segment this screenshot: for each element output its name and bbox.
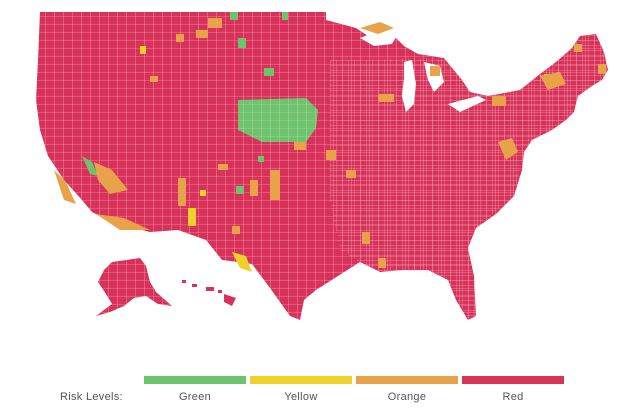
- alaska-grid: [96, 258, 172, 316]
- orange-patch: [176, 34, 184, 42]
- hawaii-islands: [182, 280, 236, 306]
- yellow-patch: [140, 46, 146, 54]
- orange-patch: [94, 162, 128, 194]
- legend-swatch-orange: [356, 376, 458, 384]
- green-patch: [264, 68, 274, 76]
- legend-item-yellow: Yellow: [250, 376, 352, 410]
- risk-legend: Risk Levels: Green Yellow Orange Red: [0, 370, 634, 410]
- legend-swatch-yellow: [250, 376, 352, 384]
- green-patch: [236, 186, 244, 194]
- orange-patch: [574, 44, 582, 52]
- orange-patch: [362, 232, 370, 244]
- orange-patch: [492, 96, 506, 106]
- orange-patch: [498, 138, 518, 160]
- orange-patch: [96, 214, 150, 230]
- yellow-patch: [188, 208, 196, 226]
- legend-label-red: Red: [502, 391, 524, 403]
- orange-patch: [378, 94, 394, 102]
- orange-patch: [540, 72, 566, 90]
- orange-patch: [150, 76, 158, 82]
- lake-superior: [360, 30, 398, 46]
- legend-item-green: Green: [144, 376, 246, 410]
- map-svg: [36, 12, 608, 320]
- legend-swatch-red: [462, 376, 564, 384]
- orange-patch: [250, 180, 258, 196]
- orange-patch: [232, 226, 240, 234]
- legend-label-orange: Orange: [387, 391, 427, 403]
- lake-michigan: [402, 60, 416, 112]
- orange-patch: [346, 170, 356, 178]
- green-patch: [258, 156, 264, 162]
- lake-erie: [448, 96, 486, 112]
- us-county-risk-map: [36, 12, 608, 320]
- orange-patch: [178, 178, 186, 206]
- legend-item-orange: Orange: [356, 376, 458, 410]
- green-patch: [282, 12, 288, 20]
- yellow-patch: [232, 252, 252, 272]
- orange-patch: [598, 64, 606, 74]
- yellow-patch: [200, 190, 206, 196]
- orange-patch: [430, 66, 440, 76]
- orange-patch: [360, 22, 394, 34]
- legend-item-red: Red: [462, 376, 564, 410]
- orange-patch: [54, 170, 76, 204]
- orange-patch: [294, 142, 306, 150]
- legend-label-yellow: Yellow: [284, 391, 318, 403]
- orange-patch: [270, 170, 280, 200]
- orange-patch: [196, 30, 208, 38]
- orange-patch: [208, 18, 222, 28]
- green-patch: [230, 12, 238, 20]
- eastern-fine-counties: [330, 34, 608, 320]
- legend-swatch-green: [144, 376, 246, 384]
- green-patch: [238, 38, 246, 48]
- orange-patch: [218, 164, 228, 170]
- orange-patch: [378, 258, 386, 268]
- green-patch: [82, 156, 98, 176]
- legend-title: Risk Levels:: [60, 391, 123, 403]
- green-nebraska-grid: [238, 98, 318, 142]
- orange-patch: [326, 150, 336, 160]
- legend-label-green: Green: [178, 391, 212, 403]
